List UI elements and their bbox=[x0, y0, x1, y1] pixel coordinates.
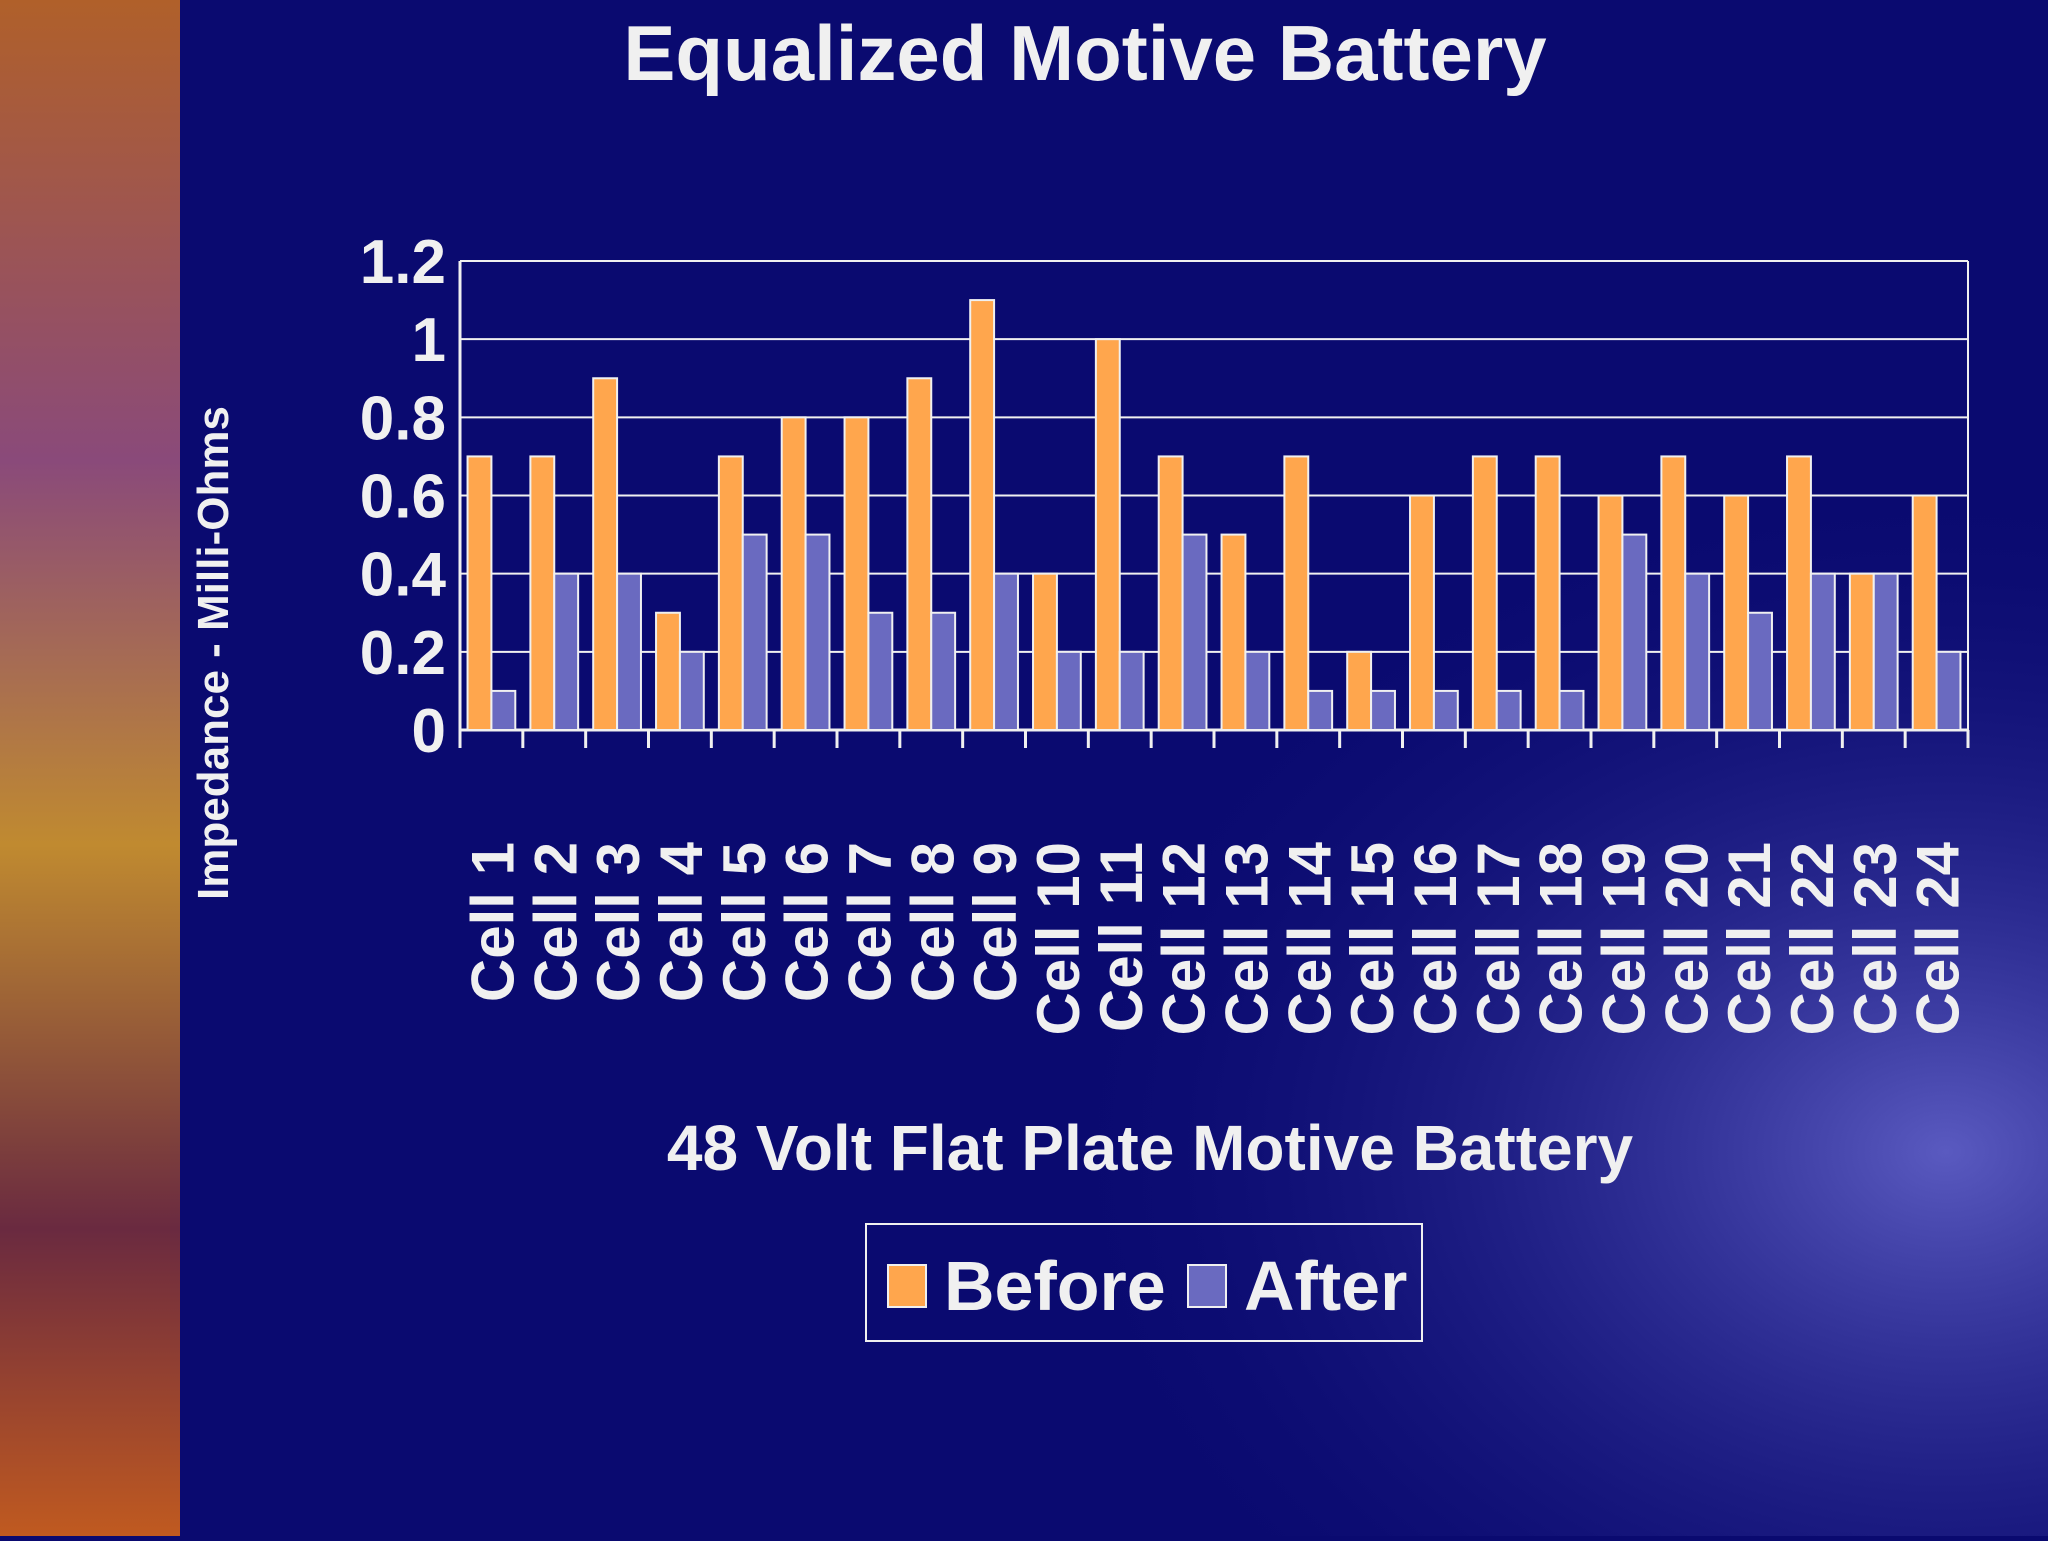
bar bbox=[1370, 689, 1396, 732]
bar bbox=[1872, 572, 1899, 732]
x-tick-label: Cell 1 bbox=[459, 842, 526, 1002]
x-tick-label: Cell 18 bbox=[1528, 842, 1595, 1035]
bar bbox=[1809, 572, 1836, 732]
bar bbox=[1471, 455, 1498, 731]
x-tick-label: Cell 13 bbox=[1213, 842, 1280, 1035]
y-tick-label: 0.8 bbox=[360, 384, 446, 453]
x-tick-label: Cell 15 bbox=[1339, 842, 1406, 1035]
bar bbox=[1597, 494, 1624, 731]
bar bbox=[466, 455, 493, 731]
y-tick-label: 1.2 bbox=[360, 228, 446, 297]
bar bbox=[717, 455, 744, 731]
x-tick-label: Cell 17 bbox=[1465, 842, 1532, 1035]
bar bbox=[1660, 455, 1687, 731]
bar bbox=[678, 650, 705, 731]
bar bbox=[655, 611, 681, 731]
x-tick-label: Cell 21 bbox=[1716, 842, 1783, 1035]
x-tick-label: Cell 8 bbox=[899, 842, 966, 1002]
y-tick-label: 0.4 bbox=[360, 541, 447, 610]
x-tick-label: Cell 4 bbox=[648, 841, 715, 1002]
bar bbox=[1621, 533, 1648, 731]
bar bbox=[930, 611, 957, 731]
bar bbox=[1032, 572, 1058, 732]
bar bbox=[843, 416, 870, 731]
bar bbox=[592, 377, 619, 731]
bar bbox=[553, 572, 580, 732]
bar bbox=[1935, 650, 1962, 731]
x-tick-label: Cell 7 bbox=[836, 842, 903, 1002]
x-tick-label: Cell 3 bbox=[585, 842, 652, 1002]
bar bbox=[1157, 455, 1184, 731]
bar bbox=[1747, 611, 1773, 731]
y-tick-label: 0.2 bbox=[360, 619, 446, 688]
x-tick-label: Cell 14 bbox=[1276, 841, 1343, 1035]
decorative-strip bbox=[0, 0, 180, 1536]
bar bbox=[1307, 689, 1334, 732]
bar bbox=[1558, 689, 1585, 732]
x-tick-label: Cell 9 bbox=[962, 842, 1029, 1002]
bar bbox=[1283, 455, 1310, 731]
bar bbox=[1055, 650, 1082, 731]
bar bbox=[1495, 689, 1522, 732]
y-axis-title: Impedance - Milli-Ohms bbox=[189, 406, 238, 900]
bar bbox=[1848, 572, 1875, 732]
bar bbox=[1786, 455, 1812, 731]
bar bbox=[1094, 338, 1121, 731]
bar bbox=[1432, 689, 1459, 732]
bar bbox=[906, 377, 933, 731]
y-tick-label: 0.6 bbox=[360, 463, 446, 532]
legend-label: Before bbox=[944, 1247, 1166, 1325]
legend-box bbox=[865, 1223, 1423, 1342]
bar bbox=[1181, 533, 1208, 731]
bar bbox=[1118, 650, 1145, 731]
y-tick-label: 1 bbox=[412, 306, 446, 375]
bar bbox=[804, 533, 831, 731]
x-tick-label: Cell 2 bbox=[522, 842, 589, 1002]
x-tick-label: Cell 16 bbox=[1402, 842, 1469, 1035]
bar bbox=[1534, 455, 1561, 731]
bar bbox=[1723, 494, 1750, 731]
bar bbox=[780, 416, 807, 731]
chart-title: Equalized Motive Battery bbox=[623, 9, 1546, 97]
x-tick-label: Cell 19 bbox=[1590, 842, 1657, 1035]
bar bbox=[616, 572, 642, 732]
x-tick-label: Cell 20 bbox=[1653, 842, 1720, 1035]
x-tick-label: Cell 5 bbox=[711, 842, 778, 1002]
bar bbox=[1244, 650, 1271, 731]
bar bbox=[867, 611, 894, 731]
x-tick-label: Cell 12 bbox=[1151, 842, 1218, 1035]
x-axis-title: 48 Volt Flat Plate Motive Battery bbox=[667, 1112, 1634, 1184]
x-tick-label: Cell 6 bbox=[774, 842, 841, 1002]
bar bbox=[741, 533, 768, 731]
bar bbox=[1346, 650, 1373, 731]
x-tick-label: Cell 10 bbox=[1025, 842, 1092, 1035]
legend-swatch bbox=[887, 1264, 927, 1308]
bar bbox=[1220, 533, 1247, 731]
x-tick-label: Cell 22 bbox=[1779, 842, 1846, 1035]
bar bbox=[490, 689, 517, 732]
x-tick-label: Cell 11 bbox=[1088, 842, 1155, 1032]
legend-label: After bbox=[1244, 1247, 1407, 1325]
bar bbox=[1684, 572, 1711, 732]
x-tick-label: Cell 24 bbox=[1905, 841, 1972, 1035]
bar bbox=[993, 572, 1019, 732]
legend-swatch bbox=[1187, 1264, 1227, 1308]
x-tick-label: Cell 23 bbox=[1842, 842, 1909, 1035]
bar bbox=[1409, 494, 1435, 731]
bar bbox=[529, 455, 556, 731]
y-tick-label: 0 bbox=[412, 697, 446, 766]
bar bbox=[1911, 494, 1938, 731]
bar bbox=[969, 299, 996, 731]
